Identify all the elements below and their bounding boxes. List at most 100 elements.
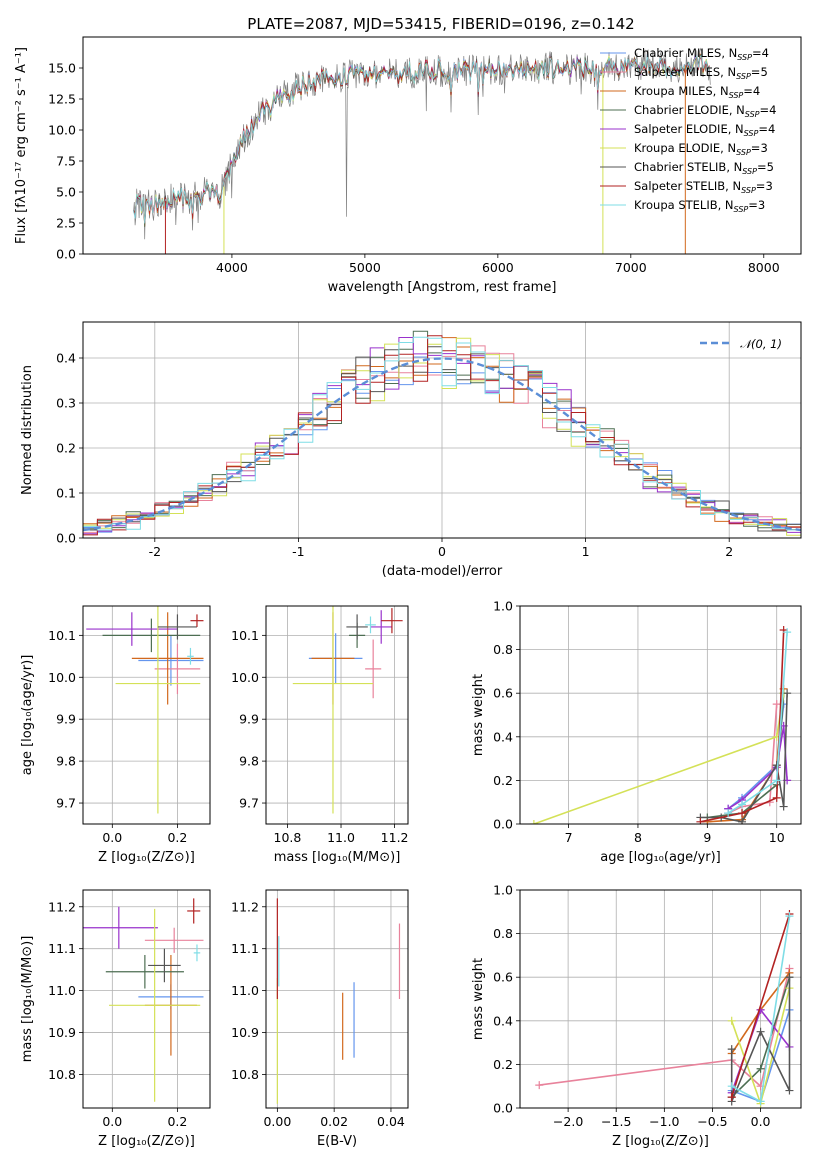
- spectrum-model-line: [133, 54, 710, 222]
- weight-vs-age-ytick-label: 0.8: [493, 642, 513, 657]
- weight-vs-age-xtick-label: 8: [634, 830, 642, 845]
- age-vs-Z-xlabel: Z [log₁₀(Z/Z⊙)]: [98, 850, 195, 865]
- legend-entry: Chabrier MILES, NSSP=4: [634, 46, 769, 62]
- weight-vs-age-panel: 7 8 9 10 0.0 0.2 0.4 0.6 0.8 1.0 age [log₁₀(age/yr…: [471, 599, 802, 865]
- legend-model-name: Kroupa STELIB: [634, 198, 718, 212]
- residuals-xlabel: (data-model)/error: [382, 564, 503, 579]
- mass-vs-ebv-plot-area: [276, 898, 401, 1104]
- age-vs-Z-xtick-label: 0.2: [167, 830, 187, 845]
- residuals-ytick-label: 0.4: [56, 351, 76, 366]
- legend-entry: Kroupa STELIB, NSSP=3: [634, 198, 765, 214]
- spectrum-legend: Chabrier MILES, NSSP=4 Salpeter MILES, NS…: [600, 46, 776, 214]
- residuals-ylabel: Normed distribution: [20, 365, 35, 495]
- mass-weight-marker: [772, 700, 781, 709]
- legend-nssp-value: 5: [767, 160, 774, 174]
- mass-vs-ebv-xtick-label: 0.04: [377, 1114, 405, 1129]
- spectrum-plot-area: [133, 47, 711, 254]
- weight-vs-Z-ticks: −2.0 −1.5 −1.0 −0.5 0.0 0.0 0.2 0.4 0.6 0.8 1.0: [493, 883, 770, 1130]
- weight-vs-Z-ytick-label: 0.2: [493, 1057, 513, 1072]
- age-vs-mass-ytick-label: 10.1: [231, 628, 259, 643]
- mass-weight-line: [727, 704, 778, 814]
- mass-vs-ebv-xtick-label: 0.00: [263, 1114, 291, 1129]
- mass-vs-ebv-ytick-label: 11.1: [231, 941, 259, 956]
- legend-nssp-subscript: SSP: [734, 205, 749, 214]
- legend-equals: =: [756, 179, 766, 193]
- mass-weight-marker: [756, 1064, 765, 1073]
- weight-vs-age-frame: [519, 605, 802, 825]
- legend-entry: Chabrier ELODIE, NSSP=4: [634, 103, 776, 119]
- age-vs-Z-ytick-label: 9.9: [56, 712, 76, 727]
- age-vs-Z-ticks: 0.0 0.2 9.7 9.8 9.9 10.0 10.1: [48, 628, 187, 845]
- mass-weight-line: [727, 632, 788, 814]
- legend-entry: Salpeter MILES, NSSP=5: [634, 65, 768, 81]
- mass-vs-Z-ylabel: mass [log₁₀(M/M⊙)]: [20, 936, 35, 1063]
- residuals-frame: [82, 321, 802, 539]
- weight-vs-Z-plot-area: [535, 909, 794, 1108]
- legend-nssp-prefix: , N: [728, 122, 744, 136]
- legend-nssp-prefix: , N: [720, 141, 736, 155]
- weight-vs-Z-frame: [519, 889, 802, 1109]
- weight-vs-age-ytick-label: 0.0: [493, 817, 513, 832]
- mass-vs-Z-xtick-label: 0.2: [167, 1114, 187, 1129]
- age-vs-mass-xtick-label: 11.0: [327, 830, 355, 845]
- legend-entry: Kroupa MILES, NSSP=4: [634, 84, 760, 100]
- age-vs-mass-ytick-label: 9.9: [239, 712, 259, 727]
- legend-equals: =: [757, 160, 767, 174]
- mass-vs-Z-ytick-label: 10.9: [48, 1025, 76, 1040]
- spectrum-frame: [82, 36, 802, 255]
- spectrum-panel: 4000 5000 6000 7000 8000 0.0 2.5 5.0 7.5 10.0 12.5…: [14, 36, 802, 295]
- residuals-plot-area: [83, 330, 801, 536]
- mass-vs-ebv-ytick-label: 10.8: [231, 1067, 259, 1082]
- mass-vs-ebv-xlabel: E(B-V): [317, 1134, 357, 1149]
- mass-weight-marker: [696, 817, 705, 824]
- age-vs-Z-ytick-label: 10.1: [48, 628, 76, 643]
- mass-vs-Z-grid: [83, 890, 210, 1108]
- legend-model-name: Salpeter ELODIE: [634, 122, 728, 136]
- legend-nssp-prefix: , N: [729, 103, 745, 117]
- weight-vs-age-ticks: 7 8 9 10 0.0 0.2 0.4 0.6 0.8 1.0: [493, 599, 785, 846]
- mass-weight-marker: [535, 1081, 544, 1090]
- age-vs-mass-xtick-label: 10.8: [274, 830, 302, 845]
- mass-weight-marker: [772, 761, 781, 770]
- weight-vs-Z-ytick-label: 0.4: [493, 1013, 513, 1028]
- spectrum-ytick-label: 10.0: [48, 123, 76, 138]
- weight-vs-age-plot-area: [529, 625, 792, 824]
- mass-weight-marker: [772, 776, 781, 785]
- mass-vs-Z-frame: [82, 889, 211, 1109]
- legend-nssp-prefix: , N: [713, 84, 729, 98]
- age-vs-mass-ytick-label: 9.7: [239, 796, 259, 811]
- legend-nssp-subscript: SSP: [729, 91, 744, 100]
- spectrum-ytick-label: 12.5: [48, 92, 76, 107]
- age-vs-Z-panel: 0.0 0.2 9.7 9.8 9.9 10.0 10.1 Z [log₁₀(Z/Z⊙)] ag…: [20, 605, 211, 865]
- mass-vs-Z-ytick-label: 11.1: [48, 941, 76, 956]
- weight-vs-age-ytick-label: 0.2: [493, 773, 513, 788]
- spectrum-model-line: [133, 54, 710, 222]
- legend-equals: =: [743, 84, 753, 98]
- weight-vs-age-ytick-label: 0.6: [493, 686, 513, 701]
- spectrum-ytick-label: 7.5: [56, 154, 76, 169]
- age-vs-mass-ytick-label: 10.0: [231, 670, 259, 685]
- mass-weight-marker: [783, 628, 792, 637]
- mass-vs-Z-xtick-label: 0.0: [102, 1114, 122, 1129]
- legend-nssp-prefix: , N: [726, 160, 742, 174]
- legend-nssp-prefix: , N: [720, 65, 736, 79]
- residuals-ytick-label: 0.2: [56, 441, 76, 456]
- mass-vs-Z-ytick-label: 10.8: [48, 1067, 76, 1082]
- age-vs-mass-panel: 10.8 11.0 11.2 9.7 9.8 9.9 10.0 10.1 mass [log₁₀…: [231, 605, 409, 865]
- legend-entry: Chabrier STELIB, NSSP=5: [634, 160, 774, 176]
- age-vs-Z-ytick-label: 9.7: [56, 796, 76, 811]
- legend-equals: =: [752, 46, 762, 60]
- mass-weight-line: [700, 629, 785, 823]
- spectrum-xtick-label: 7000: [615, 260, 647, 275]
- residuals-panel: -2 -1 0 1 2 0.0 0.1 0.2 0.3 0.4 (data-model)/error…: [20, 321, 802, 579]
- mass-vs-ebv-grid: [266, 890, 408, 1108]
- legend-nssp-subscript: SSP: [736, 72, 751, 81]
- mass-weight-marker: [727, 1093, 736, 1102]
- mass-weight-line: [730, 913, 791, 1098]
- mass-weight-marker: [756, 1027, 765, 1036]
- mass-vs-Z-xlabel: Z [log₁₀(Z/Z⊙)]: [98, 1134, 195, 1149]
- weight-vs-age-grid: [520, 605, 801, 825]
- legend-nssp-subscript: SSP: [745, 110, 760, 119]
- age-vs-Z-grid: [83, 606, 210, 824]
